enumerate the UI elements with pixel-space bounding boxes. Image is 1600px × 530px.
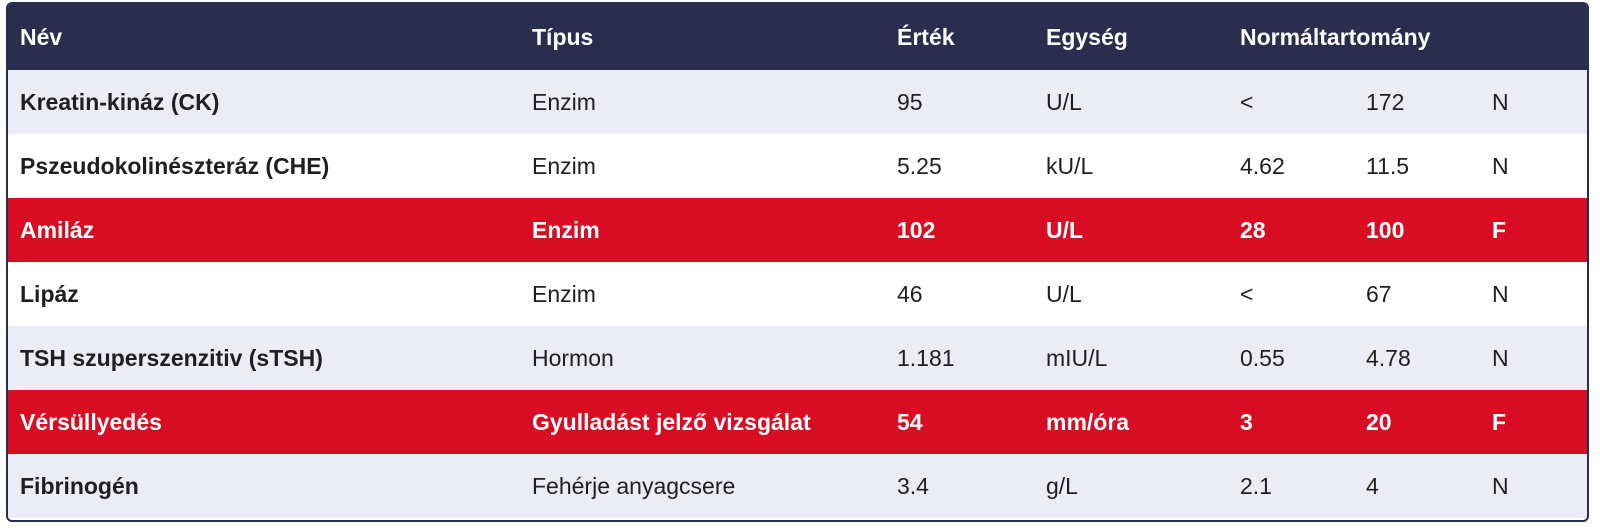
cell-range-low: 0.55 <box>1240 344 1285 371</box>
cell-flag: F <box>1492 408 1507 435</box>
cell-flag: F <box>1492 216 1507 243</box>
cell-unit: U/L <box>1046 280 1082 307</box>
table-row-abnormal: Vérsüllyedés Gyulladást jelző vizsgálat … <box>8 390 1587 454</box>
table-row: Kreatin-kináz (CK) Enzim 95 U/L < 172 N <box>8 70 1587 134</box>
cell-name: Fibrinogén <box>20 472 139 499</box>
cell-flag: N <box>1492 280 1509 307</box>
cell-unit: kU/L <box>1046 152 1094 179</box>
table-row: Fibrinogén Fehérje anyagcsere 3.4 g/L 2.… <box>8 454 1587 518</box>
header-unit: Egység <box>1046 23 1128 50</box>
cell-type: Enzim <box>532 152 596 179</box>
cell-range-high: 20 <box>1366 408 1392 435</box>
cell-type: Fehérje anyagcsere <box>532 472 736 499</box>
cell-type: Hormon <box>532 344 614 371</box>
cell-unit: mIU/L <box>1046 344 1108 371</box>
cell-type: Enzim <box>532 88 596 115</box>
cell-range-low: 28 <box>1240 216 1266 243</box>
cell-type: Enzim <box>532 216 600 243</box>
cell-range-high: 4 <box>1366 472 1379 499</box>
cell-unit: U/L <box>1046 88 1082 115</box>
cell-range-low: < <box>1240 280 1254 307</box>
cell-flag: N <box>1492 88 1509 115</box>
table-header-row: Név Típus Érték Egység Normáltartomány <box>8 4 1587 70</box>
cell-value: 54 <box>897 408 923 435</box>
cell-value: 3.4 <box>897 472 929 499</box>
cell-value: 5.25 <box>897 152 942 179</box>
cell-range-low: < <box>1240 88 1254 115</box>
cell-flag: N <box>1492 344 1509 371</box>
header-name: Név <box>20 23 63 50</box>
header-range: Normáltartomány <box>1240 23 1431 50</box>
cell-unit: U/L <box>1046 216 1084 243</box>
header-value: Érték <box>897 23 955 50</box>
cell-range-high: 100 <box>1366 216 1405 243</box>
cell-name: Vérsüllyedés <box>20 408 162 435</box>
cell-name: TSH szuperszenzitiv (sTSH) <box>20 344 323 371</box>
cell-range-low: 3 <box>1240 408 1253 435</box>
cell-range-high: 67 <box>1366 280 1392 307</box>
table-row-abnormal: Amiláz Enzim 102 U/L 28 100 F <box>8 198 1587 262</box>
cell-name: Amiláz <box>20 216 95 243</box>
lab-results-table: Név Típus Érték Egység Normáltartomány K… <box>6 2 1589 522</box>
cell-range-high: 172 <box>1366 88 1405 115</box>
table-row: TSH szuperszenzitiv (sTSH) Hormon 1.181 … <box>8 326 1587 390</box>
cell-value: 95 <box>897 88 923 115</box>
cell-name: Pszeudokolinészteráz (CHE) <box>20 152 330 179</box>
cell-range-high: 11.5 <box>1366 152 1410 179</box>
cell-name: Kreatin-kináz (CK) <box>20 88 220 115</box>
cell-value: 46 <box>897 280 923 307</box>
cell-flag: N <box>1492 472 1509 499</box>
cell-type: Gyulladást jelző vizsgálat <box>532 408 811 435</box>
cell-name: Lipáz <box>20 280 79 307</box>
cell-type: Enzim <box>532 280 596 307</box>
cell-unit: mm/óra <box>1046 408 1130 435</box>
cell-range-high: 4.78 <box>1366 344 1411 371</box>
header-type: Típus <box>532 23 594 50</box>
cell-unit: g/L <box>1046 472 1078 499</box>
table-row: Lipáz Enzim 46 U/L < 67 N <box>8 262 1587 326</box>
cell-value: 1.181 <box>897 344 955 371</box>
cell-value: 102 <box>897 216 936 243</box>
table-row: Pszeudokolinészteráz (CHE) Enzim 5.25 kU… <box>8 134 1587 198</box>
cell-flag: N <box>1492 152 1509 179</box>
cell-range-low: 4.62 <box>1240 152 1285 179</box>
cell-range-low: 2.1 <box>1240 472 1272 499</box>
